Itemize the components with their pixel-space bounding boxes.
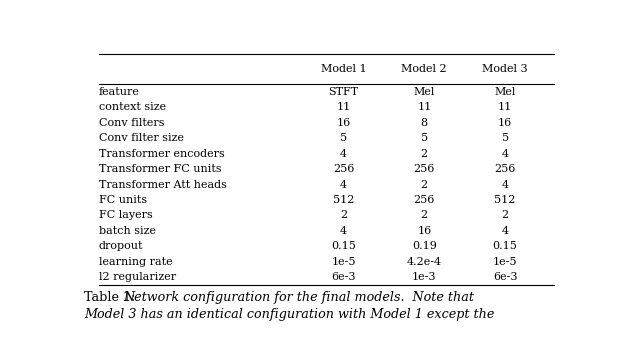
- Text: 4: 4: [502, 149, 509, 159]
- Text: dropout: dropout: [99, 242, 143, 252]
- Text: 256: 256: [413, 195, 435, 205]
- Text: 1e-5: 1e-5: [331, 257, 356, 267]
- Text: Transformer Att heads: Transformer Att heads: [99, 180, 226, 190]
- Text: Conv filter size: Conv filter size: [99, 133, 183, 143]
- Text: feature: feature: [99, 87, 140, 97]
- Text: Conv filters: Conv filters: [99, 118, 164, 128]
- Text: learning rate: learning rate: [99, 257, 172, 267]
- Text: 6e-3: 6e-3: [493, 272, 518, 282]
- Text: FC layers: FC layers: [99, 210, 152, 220]
- Text: 8: 8: [421, 118, 428, 128]
- Text: 4.2e-4: 4.2e-4: [407, 257, 442, 267]
- Text: batch size: batch size: [99, 226, 155, 236]
- Text: 256: 256: [333, 164, 354, 174]
- Text: l2 regularizer: l2 regularizer: [99, 272, 176, 282]
- Text: 4: 4: [340, 226, 347, 236]
- Text: 4: 4: [502, 180, 509, 190]
- Text: 16: 16: [336, 118, 351, 128]
- Text: 16: 16: [417, 226, 432, 236]
- Text: 2: 2: [421, 180, 428, 190]
- Text: Model 3: Model 3: [482, 64, 528, 74]
- Text: 512: 512: [494, 195, 516, 205]
- Text: 0.19: 0.19: [412, 242, 437, 252]
- Text: Mel: Mel: [494, 87, 516, 97]
- Text: 0.15: 0.15: [331, 242, 356, 252]
- Text: STFT: STFT: [329, 87, 358, 97]
- Text: Model 1: Model 1: [320, 64, 367, 74]
- Text: Model 2: Model 2: [401, 64, 447, 74]
- Text: 2: 2: [421, 149, 428, 159]
- Text: 5: 5: [502, 133, 509, 143]
- Text: 4: 4: [502, 226, 509, 236]
- Text: 2: 2: [421, 210, 428, 220]
- Text: Transformer FC units: Transformer FC units: [99, 164, 221, 174]
- Text: 256: 256: [413, 164, 435, 174]
- Text: context size: context size: [99, 102, 166, 112]
- Text: 512: 512: [333, 195, 354, 205]
- Text: 0.15: 0.15: [493, 242, 518, 252]
- Text: 6e-3: 6e-3: [331, 272, 356, 282]
- Text: Transformer encoders: Transformer encoders: [99, 149, 224, 159]
- Text: 1e-3: 1e-3: [412, 272, 437, 282]
- Text: 2: 2: [340, 210, 347, 220]
- Text: 256: 256: [494, 164, 516, 174]
- Text: Mel: Mel: [413, 87, 435, 97]
- Text: 4: 4: [340, 149, 347, 159]
- Text: Table 1:: Table 1:: [84, 291, 139, 303]
- Text: Network configuration for the final models.  Note that: Network configuration for the final mode…: [124, 291, 475, 303]
- Text: FC units: FC units: [99, 195, 147, 205]
- Text: 11: 11: [498, 102, 513, 112]
- Text: 2: 2: [502, 210, 509, 220]
- Text: 16: 16: [498, 118, 513, 128]
- Text: Model 3 has an identical configuration with Model 1 except the: Model 3 has an identical configuration w…: [84, 308, 494, 321]
- Text: 4: 4: [340, 180, 347, 190]
- Text: 5: 5: [340, 133, 347, 143]
- Text: 11: 11: [336, 102, 351, 112]
- Text: 5: 5: [421, 133, 428, 143]
- Text: 11: 11: [417, 102, 432, 112]
- Text: 1e-5: 1e-5: [493, 257, 518, 267]
